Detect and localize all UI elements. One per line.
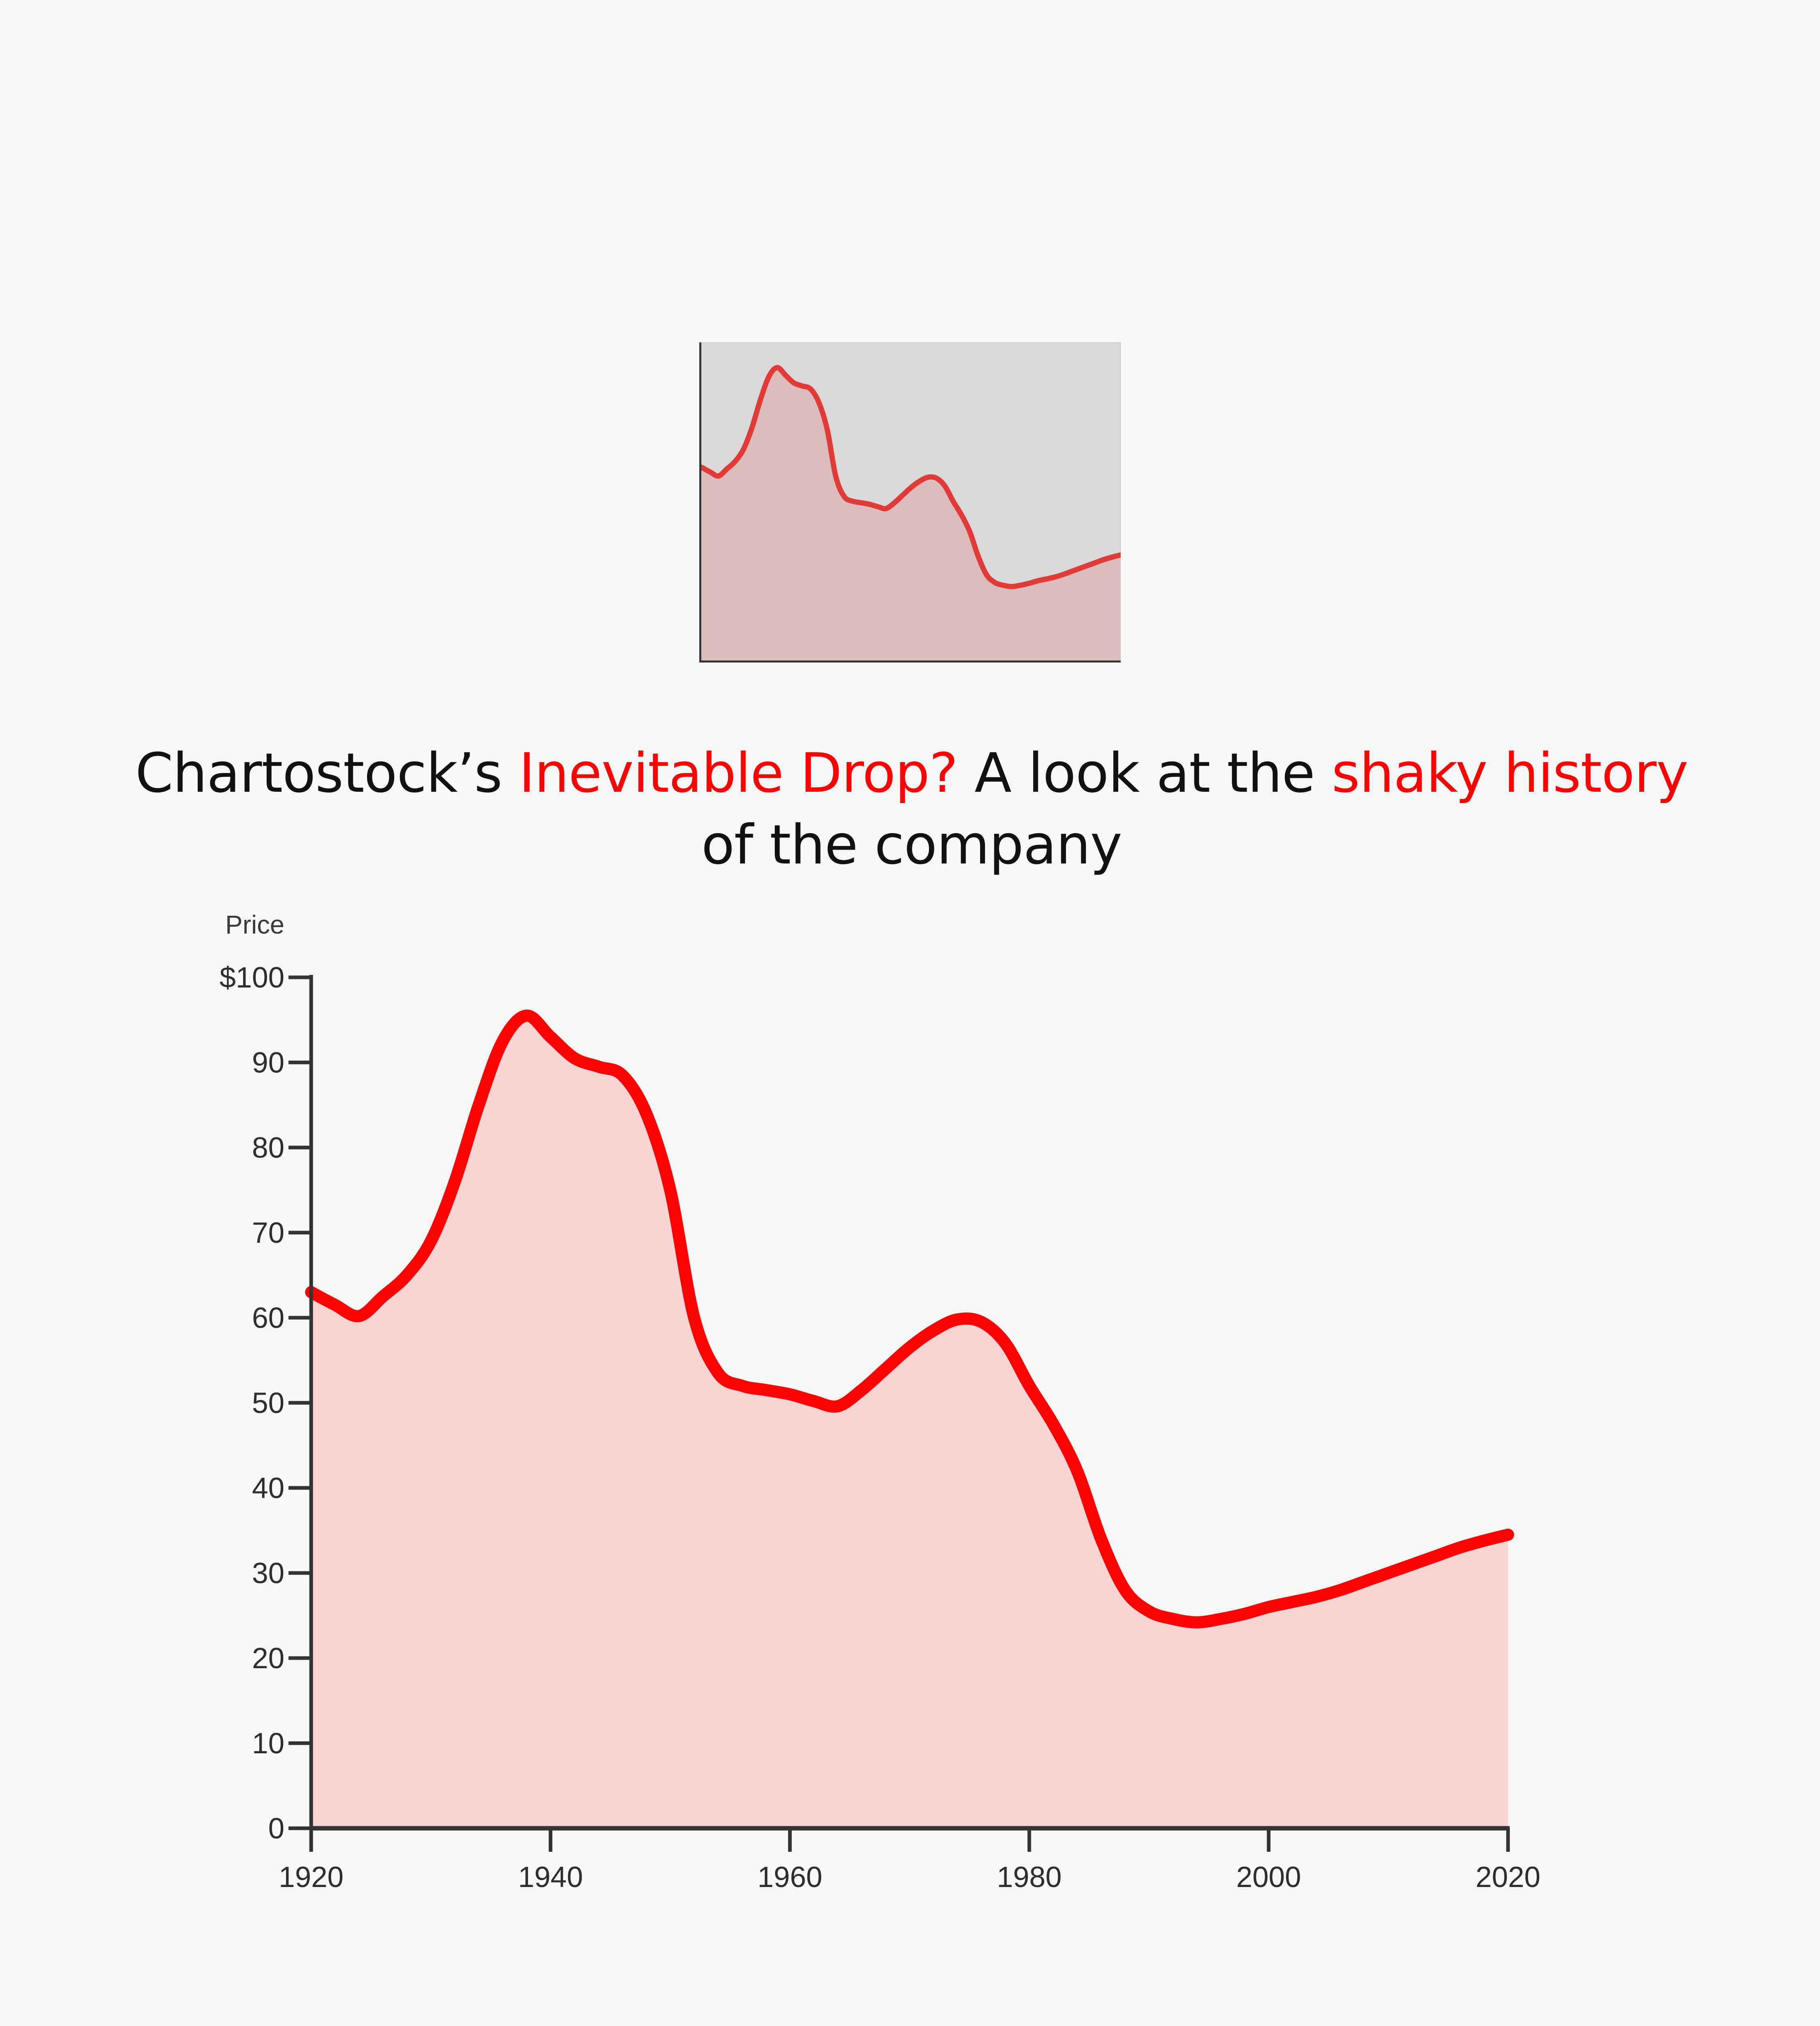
y-axis-tick-label: 30: [252, 1557, 284, 1590]
y-axis-tick-label: 60: [252, 1302, 284, 1334]
x-axis-tick-label: 2000: [1236, 1861, 1301, 1893]
page-title: Chartostock’s Inevitable Drop? A look at…: [130, 737, 1694, 881]
chart-line: [305, 1009, 1514, 1628]
thumbnail-y-axis: [699, 342, 701, 663]
title-part-plain-2: A look at the: [957, 742, 1332, 805]
y-axis-tick-label: 0: [268, 1812, 284, 1845]
y-axis-tick-label: 50: [252, 1387, 284, 1419]
thumbnail-chart-svg: [699, 365, 1121, 661]
title-part-plain-1: Chartostock’s: [135, 742, 519, 805]
x-axis-tick-label: 1940: [518, 1861, 583, 1893]
y-axis-ticks: [288, 975, 311, 1830]
x-axis-tick-label: 1960: [757, 1861, 822, 1893]
y-axis-tick-label: 90: [252, 1047, 284, 1079]
x-axis-tick-label: 2020: [1475, 1861, 1541, 1893]
x-axis-tick-label: 1920: [278, 1861, 344, 1893]
y-axis-tick-label: 70: [252, 1217, 284, 1249]
y-axis-title: Price: [225, 910, 284, 939]
y-axis-tick-label: 80: [252, 1132, 284, 1164]
y-axis-tick-label: $100: [219, 962, 284, 994]
y-axis-tick-label: 40: [252, 1472, 284, 1505]
thumbnail-x-axis: [699, 660, 1121, 663]
title-part-highlight-3: history: [1504, 742, 1688, 805]
title-part-highlight-2: shaky: [1331, 742, 1488, 805]
thumbnail-line: [699, 365, 1121, 590]
title-part-plain-3: of the company: [701, 813, 1122, 876]
y-axis-tick-label: 10: [252, 1727, 284, 1760]
x-axis-tick-label: 1980: [997, 1861, 1062, 1893]
chart-area-fill: [311, 1015, 1508, 1828]
x-axis-ticks: [309, 1828, 1510, 1852]
title-part-highlight-1: Inevitable Drop?: [519, 742, 958, 805]
y-axis-tick-label: 20: [252, 1642, 284, 1675]
chart-preview-thumbnail: [699, 342, 1121, 663]
